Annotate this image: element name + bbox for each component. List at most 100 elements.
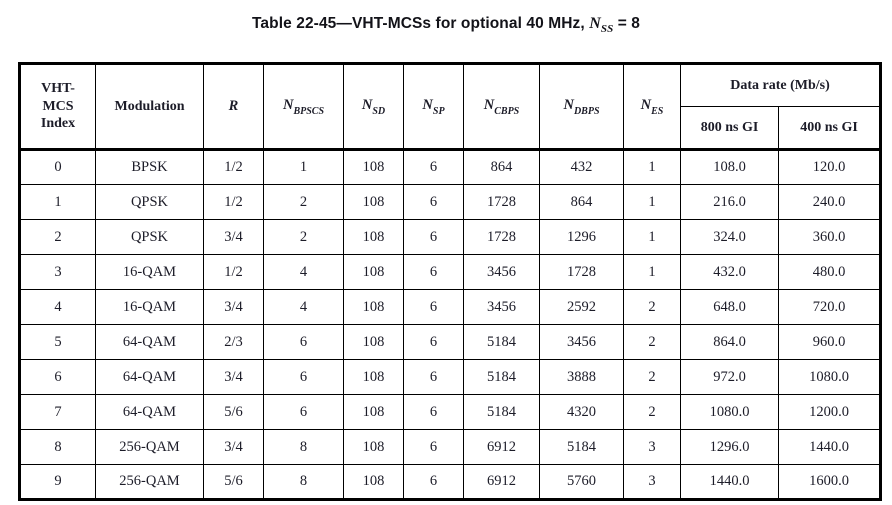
table-cell: 108 <box>343 429 404 465</box>
table-cell: 648.0 <box>680 289 779 325</box>
table-cell: 6 <box>403 464 464 500</box>
caption-prefix: Table 22-45—VHT-MCSs for optional 40 MHz… <box>252 15 590 32</box>
table-cell: 1/2 <box>203 254 264 290</box>
table-cell: 1 <box>623 254 681 290</box>
table-cell: 5 <box>19 324 96 360</box>
table-cell: 2 <box>19 219 96 255</box>
table-cell: 6 <box>263 394 344 430</box>
table-cell: 1080.0 <box>778 359 881 395</box>
table-cell: 432 <box>539 149 624 185</box>
table-cell: 6 <box>403 149 464 185</box>
table-cell: 2 <box>263 219 344 255</box>
table-cell: 1080.0 <box>680 394 779 430</box>
col-header-vht-mcs-index: VHT- MCS Index <box>19 63 96 150</box>
table-cell: 360.0 <box>778 219 881 255</box>
table-cell: 16-QAM <box>95 254 204 290</box>
table-cell: 1440.0 <box>778 429 881 465</box>
table-cell: 3888 <box>539 359 624 395</box>
table-cell: 1728 <box>463 184 540 220</box>
caption-suffix: = 8 <box>613 15 640 32</box>
table-cell: 216.0 <box>680 184 779 220</box>
table-cell: 3 <box>623 464 681 500</box>
table-cell: 64-QAM <box>95 359 204 395</box>
header-row-gi: 800 ns GI 400 ns GI <box>20 106 881 150</box>
n-symbol: N <box>483 96 495 113</box>
table-cell: 5/6 <box>203 464 264 500</box>
table-cell: 108 <box>343 219 404 255</box>
table-cell: 1 <box>623 184 681 220</box>
table-cell: 8 <box>263 429 344 465</box>
index-header-line: VHT- <box>41 81 75 97</box>
table-cell: 4320 <box>539 394 624 430</box>
table-cell: 3 <box>623 429 681 465</box>
table-cell: 8 <box>263 464 344 500</box>
table-cell: 256-QAM <box>95 429 204 465</box>
table-cell: 108 <box>343 289 404 325</box>
table-cell: 1440.0 <box>680 464 779 500</box>
table-cell: 3456 <box>463 254 540 290</box>
col-header-n-bpscs: NBPSCS <box>263 63 344 150</box>
table-cell: BPSK <box>95 149 204 185</box>
table-cell: 972.0 <box>680 359 779 395</box>
table-cell: 6912 <box>463 464 540 500</box>
table-cell: 1 <box>263 149 344 185</box>
table-cell: 720.0 <box>778 289 881 325</box>
n-symbol: N <box>361 96 373 113</box>
table-cell: 108 <box>343 324 404 360</box>
table-cell: 2/3 <box>203 324 264 360</box>
col-header-data-rate: Data rate (Mb/s) <box>680 63 881 107</box>
table-cell: 108.0 <box>680 149 779 185</box>
n-symbol: N <box>422 96 433 113</box>
n-subscript: ES <box>651 105 664 117</box>
table-cell: 1296 <box>539 219 624 255</box>
table-cell: 6 <box>263 359 344 395</box>
table-header: VHT- MCS Index Modulation R NBPSCS NSD N… <box>19 63 881 150</box>
table-cell: 3 <box>19 254 96 290</box>
table-cell: 3456 <box>539 324 624 360</box>
table-cell: 864 <box>539 184 624 220</box>
table-cell: 2592 <box>539 289 624 325</box>
table-cell: 6 <box>403 254 464 290</box>
table-cell: QPSK <box>95 219 204 255</box>
table-cell: 3456 <box>463 289 540 325</box>
table-cell: 1/2 <box>203 149 264 185</box>
n-symbol: N <box>640 96 652 113</box>
table-cell: 1728 <box>539 254 624 290</box>
table-cell: 6 <box>403 289 464 325</box>
caption-variable-subscript: SS <box>600 23 614 36</box>
table-cell: 108 <box>343 394 404 430</box>
table-cell: 3/4 <box>203 289 264 325</box>
table-cell: 8 <box>19 429 96 465</box>
n-subscript: SD <box>372 105 386 117</box>
r-symbol: R <box>228 98 239 115</box>
col-header-n-sp: NSP <box>403 63 464 150</box>
n-subscript: DBPS <box>573 105 600 117</box>
table-cell: 1200.0 <box>778 394 881 430</box>
table-cell: 6 <box>403 429 464 465</box>
vht-mcs-table: VHT- MCS Index Modulation R NBPSCS NSD N… <box>18 62 882 501</box>
table-row: 3 16-QAM 1/2 4 108 6 3456 1728 1 432.0 480.0 <box>19 254 881 290</box>
n-subscript: BPSCS <box>293 105 325 117</box>
col-header-800ns-gi: 800 ns GI <box>680 106 779 150</box>
table-cell: 1600.0 <box>778 464 881 500</box>
table-cell: 108 <box>343 254 404 290</box>
table-cell: 1/2 <box>203 184 264 220</box>
col-header-modulation: Modulation <box>95 63 204 150</box>
table-cell: 432.0 <box>680 254 779 290</box>
table-cell: 108 <box>343 184 404 220</box>
col-header-n-dbps: NDBPS <box>539 63 624 150</box>
table-cell: 960.0 <box>778 324 881 360</box>
table-cell: 6 <box>403 324 464 360</box>
table-row: 8 256-QAM 3/4 8 108 6 6912 5184 3 1296.0 1440.0 <box>19 429 881 465</box>
table-cell: 120.0 <box>778 149 881 185</box>
table-cell: 5184 <box>463 324 540 360</box>
table-row: 2 QPSK 3/4 2 108 6 1728 1296 1 324.0 360.0 <box>19 219 881 255</box>
table-cell: 324.0 <box>680 219 779 255</box>
n-symbol: N <box>563 96 574 113</box>
table-cell: 2 <box>623 324 681 360</box>
caption-variable: N <box>589 15 601 32</box>
table-cell: 64-QAM <box>95 324 204 360</box>
table-cell: QPSK <box>95 184 204 220</box>
table-cell: 3/4 <box>203 219 264 255</box>
